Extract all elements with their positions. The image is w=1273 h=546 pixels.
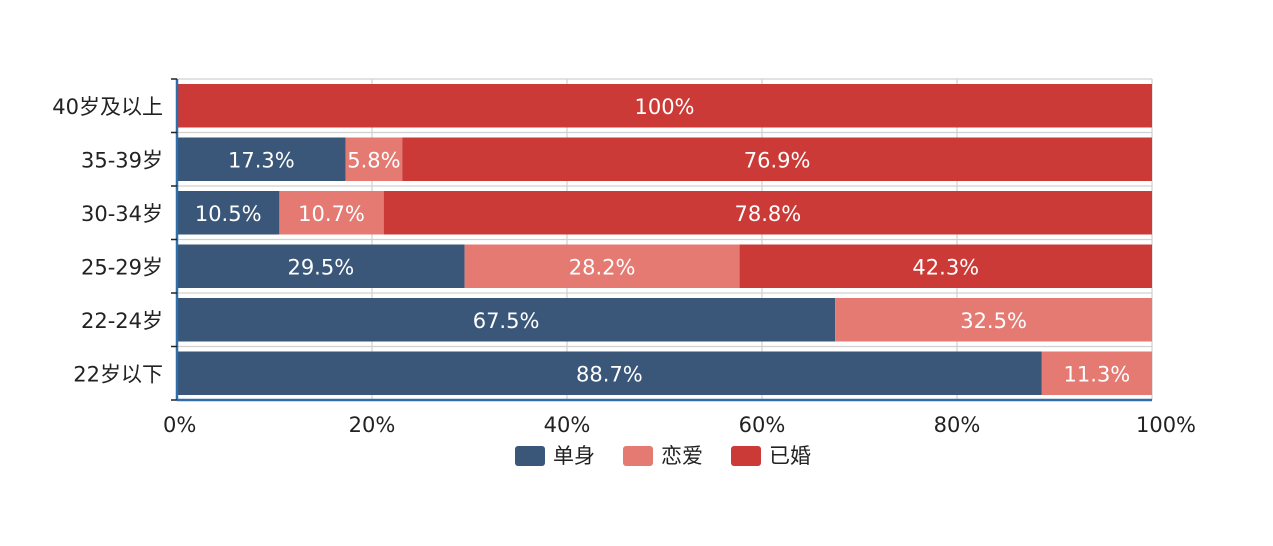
category-label: 30-34岁 [81, 202, 163, 226]
legend-label: 恋爱 [661, 444, 703, 468]
category-label: 40岁及以上 [52, 95, 163, 119]
bar-segment-已婚 [402, 137, 1153, 181]
bar-segment-单身 [177, 298, 836, 342]
bars [177, 84, 1153, 395]
legend-swatch [623, 446, 653, 466]
bar-data-label: 88.7% [576, 362, 643, 386]
x-tick-label: 100% [1136, 413, 1196, 437]
bar-data-label: 28.2% [569, 255, 636, 279]
bar-segment-恋爱 [464, 244, 740, 288]
bar-data-label: 100% [634, 95, 694, 119]
bar-segment-已婚 [383, 191, 1152, 235]
x-tick-label: 0% [163, 413, 196, 437]
bar-labels: 100% 17.3% 5.8% 76.9% 10.5% 10.7% 78.8% 29.5% 28… [195, 95, 1130, 387]
bar-data-label: 76.9% [744, 148, 811, 172]
legend: 单身 恋爱 已婚 [515, 444, 811, 468]
bar-data-label: 11.3% [1064, 362, 1131, 386]
axes [171, 78, 1152, 402]
bar-segment-已婚 [177, 84, 1152, 128]
x-tick-label: 40% [544, 413, 591, 437]
legend-item-单身[interactable]: 单身 [515, 444, 595, 468]
x-tick-label: 60% [739, 413, 786, 437]
bar-segment-单身 [177, 244, 465, 288]
legend-swatch [515, 446, 545, 466]
bar-data-label: 29.5% [287, 255, 354, 279]
bar-data-label: 42.3% [912, 255, 979, 279]
x-tick-label: 80% [934, 413, 981, 437]
legend-label: 已婚 [769, 444, 811, 468]
legend-label: 单身 [553, 444, 595, 468]
bar-segment-恋爱 [835, 298, 1152, 342]
bar-segment-恋爱 [1041, 351, 1152, 395]
bar-data-label: 78.8% [734, 202, 801, 226]
bar-segment-单身 [177, 351, 1042, 395]
bar-segment-单身 [177, 191, 280, 235]
bar-segment-恋爱 [279, 191, 384, 235]
bar-segment-恋爱 [345, 137, 403, 181]
bar-data-label: 10.7% [298, 202, 365, 226]
x-tick-labels: 0% 20% 40% 60% 80% 100% [163, 413, 1196, 437]
category-label: 25-29岁 [81, 255, 163, 279]
legend-item-恋爱[interactable]: 恋爱 [623, 444, 703, 468]
bar-data-label: 17.3% [228, 148, 295, 172]
category-label: 22-24岁 [81, 309, 163, 333]
bar-segment-已婚 [739, 244, 1152, 288]
bar-data-label: 32.5% [960, 309, 1027, 333]
x-tick-label: 20% [349, 413, 396, 437]
legend-swatch [731, 446, 761, 466]
bar-segment-单身 [177, 137, 346, 181]
bar-data-label: 67.5% [473, 309, 540, 333]
bar-data-label: 5.8% [347, 148, 400, 172]
bar-data-label: 10.5% [195, 202, 262, 226]
category-labels: 40岁及以上 35-39岁 30-34岁 25-29岁 22-24岁 22岁以下 [52, 95, 163, 387]
legend-item-已婚[interactable]: 已婚 [731, 444, 811, 468]
category-label: 35-39岁 [81, 148, 163, 172]
category-label: 22岁以下 [73, 362, 163, 386]
